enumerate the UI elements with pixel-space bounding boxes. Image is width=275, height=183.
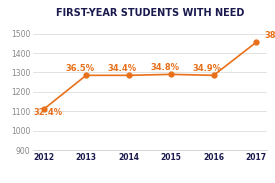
Text: 34.9%: 34.9% xyxy=(193,64,222,73)
Text: 34.4%: 34.4% xyxy=(108,64,137,73)
Text: 32.4%: 32.4% xyxy=(33,108,62,117)
Title: FIRST-YEAR STUDENTS WITH NEED: FIRST-YEAR STUDENTS WITH NEED xyxy=(56,8,244,18)
Text: 36.5%: 36.5% xyxy=(65,64,94,73)
Text: 34.8%: 34.8% xyxy=(150,63,179,72)
Text: 38.4%: 38.4% xyxy=(265,31,275,40)
